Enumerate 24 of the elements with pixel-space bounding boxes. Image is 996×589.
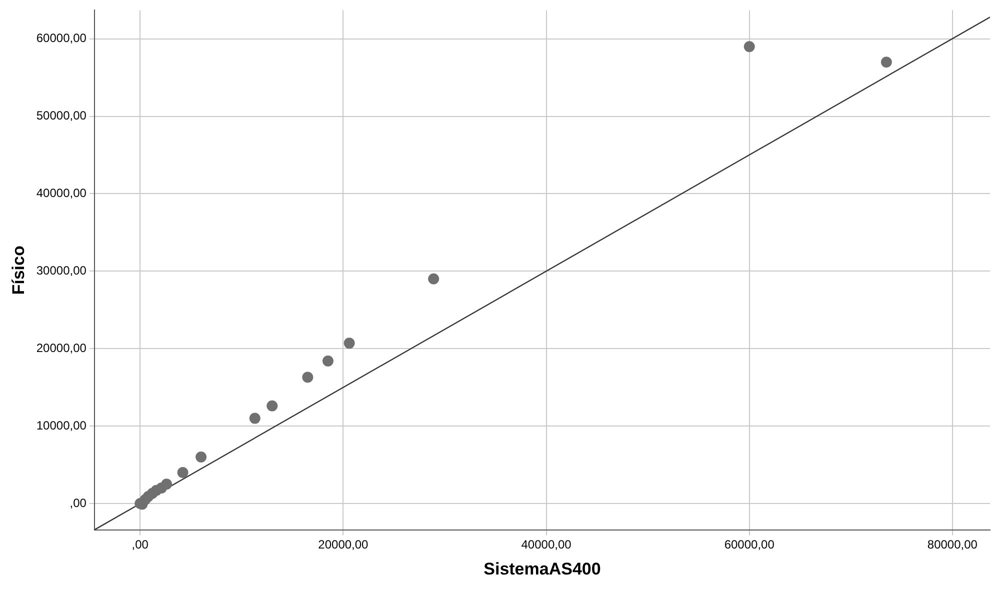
y-tick-label: 60000,00 <box>36 31 87 46</box>
point <box>302 372 314 383</box>
point <box>322 355 334 366</box>
y-axis-title: Físico <box>8 246 28 295</box>
y-tick-label: 30000,00 <box>36 263 87 278</box>
point <box>880 56 892 68</box>
y-tick-label: 40000,00 <box>36 186 87 200</box>
x-tick-label: 60000,00 <box>724 538 775 552</box>
point <box>344 338 355 349</box>
y-tick-label: 20000,00 <box>36 340 87 355</box>
point <box>196 452 207 463</box>
x-axis-title: SistemaAS400 <box>484 559 601 578</box>
x-tick-label: 20000,00 <box>318 538 369 552</box>
x-tick-label: 80000,00 <box>927 538 978 552</box>
y-tick-label: ,00 <box>70 496 87 510</box>
point <box>266 400 278 412</box>
point <box>744 41 755 52</box>
y-tick-label: 50000,00 <box>36 108 87 123</box>
x-tick-label: ,00 <box>132 538 149 552</box>
point <box>249 412 260 424</box>
point <box>428 273 440 284</box>
point <box>177 467 188 478</box>
x-tick-label: 40000,00 <box>521 538 572 552</box>
y-tick-label: 10000,00 <box>36 418 87 432</box>
